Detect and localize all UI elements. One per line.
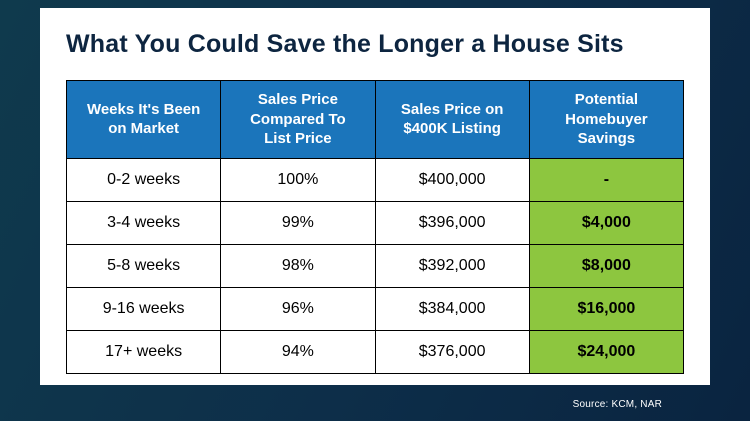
cell-sales-price: $384,000 <box>374 286 530 331</box>
table-row: 17+ weeks 94% $376,000 $24,000 <box>65 329 685 374</box>
cell-savings: $8,000 <box>528 243 685 288</box>
content-card: What You Could Save the Longer a House S… <box>40 8 710 385</box>
column-header-weeks: Weeks It's Been on Market <box>65 80 222 159</box>
cell-weeks: 9-16 weeks <box>65 286 222 331</box>
savings-table: Weeks It's Been on Market Sales Price Co… <box>65 80 685 374</box>
cell-sales-price: $400,000 <box>374 157 530 202</box>
cell-price-ratio: 99% <box>220 200 376 245</box>
table-row: 5-8 weeks 98% $392,000 $8,000 <box>65 243 685 288</box>
cell-price-ratio: 94% <box>220 329 376 374</box>
cell-weeks: 3-4 weeks <box>65 200 222 245</box>
column-header-price-ratio: Sales Price Compared To List Price <box>220 80 376 159</box>
table-row: 3-4 weeks 99% $396,000 $4,000 <box>65 200 685 245</box>
source-credit: Source: KCM, NAR <box>572 399 662 410</box>
cell-weeks: 17+ weeks <box>65 329 222 374</box>
cell-weeks: 0-2 weeks <box>65 157 222 202</box>
page-title: What You Could Save the Longer a House S… <box>66 30 624 58</box>
cell-weeks: 5-8 weeks <box>65 243 222 288</box>
cell-sales-price: $376,000 <box>374 329 530 374</box>
cell-savings: $16,000 <box>528 286 685 331</box>
cell-savings: - <box>528 157 685 202</box>
table-row: 0-2 weeks 100% $400,000 - <box>65 157 685 202</box>
table-header: Weeks It's Been on Market Sales Price Co… <box>65 80 685 159</box>
table-body: 0-2 weeks 100% $400,000 - 3-4 weeks 99% … <box>65 157 685 374</box>
cell-savings: $24,000 <box>528 329 685 374</box>
cell-price-ratio: 98% <box>220 243 376 288</box>
column-header-savings: Potential Homebuyer Savings <box>528 80 685 159</box>
cell-price-ratio: 96% <box>220 286 376 331</box>
table-row: 9-16 weeks 96% $384,000 $16,000 <box>65 286 685 331</box>
cell-price-ratio: 100% <box>220 157 376 202</box>
cell-sales-price: $396,000 <box>374 200 530 245</box>
cell-sales-price: $392,000 <box>374 243 530 288</box>
cell-savings: $4,000 <box>528 200 685 245</box>
header-row: Weeks It's Been on Market Sales Price Co… <box>65 80 685 159</box>
column-header-sales-price: Sales Price on $400K Listing <box>374 80 530 159</box>
